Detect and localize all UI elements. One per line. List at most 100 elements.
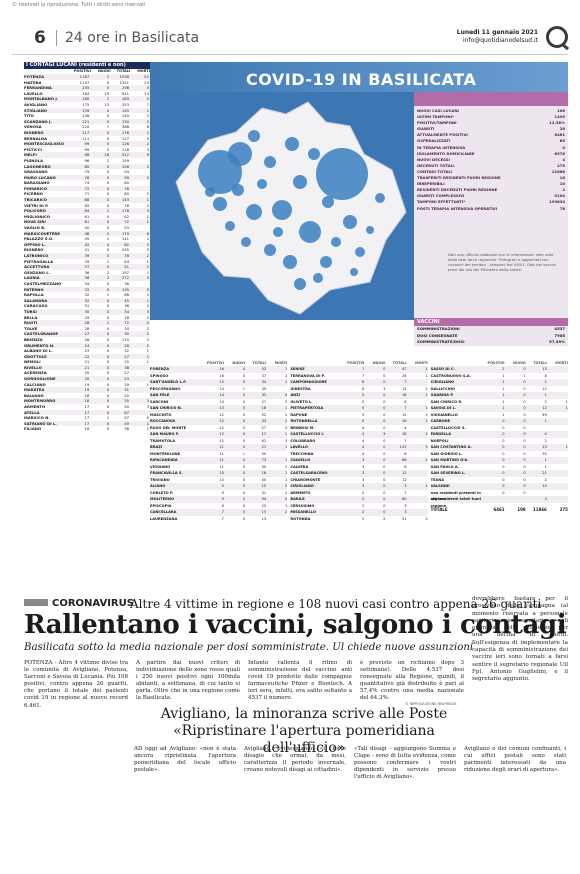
column-header: NUOVI (97, 69, 111, 73)
cell: 36 (84, 275, 90, 281)
cell: 1 (285, 477, 288, 482)
cell: 0 (383, 497, 386, 501)
cell: LAVELLO (290, 445, 308, 449)
cell: MASCHITO (150, 412, 172, 417)
cell: TERRANOVA DI P. (290, 373, 325, 378)
cell: 2 (106, 269, 110, 275)
cell: 22 (84, 353, 90, 359)
cell: 0 (242, 516, 246, 521)
cell: MORTI (555, 361, 568, 365)
column-header: POSITIVI (73, 69, 91, 73)
table-row: MONTALBANO J. 180 2 189 5 (24, 96, 150, 102)
map-bubble (294, 278, 306, 290)
covid-banner (150, 62, 568, 92)
table-row: BRIENZA 26 0 115 2 (24, 337, 150, 343)
cell: 45 (124, 297, 130, 303)
cell: 3 (146, 404, 149, 410)
cell: 4 (361, 438, 365, 443)
table-row: MARSICO N. 17 1 57 5 (24, 415, 150, 421)
table-row: TRIVIGNO 10 0 40 1 (150, 477, 287, 484)
table-row: BRAZI 11 0 21 1 (150, 444, 288, 451)
cell: 36 (84, 269, 90, 275)
cell: 3 (146, 146, 149, 152)
cell: 275 (559, 506, 568, 512)
cell: POLICORO (24, 208, 47, 214)
cell: IRREPERIBILI (417, 181, 445, 187)
cell: 0 (502, 471, 505, 475)
cell: 78 (559, 205, 565, 211)
cell: 0 (242, 484, 246, 488)
cell: 3 (361, 471, 365, 475)
cell: PATERNO (24, 286, 44, 292)
cell: CONTAGI TOTALI (417, 168, 453, 174)
cell: 0 (242, 367, 246, 371)
table-row: VAGLIO B. 50 0 53 (24, 225, 150, 231)
cell: 2 (285, 399, 288, 404)
cell: 0 (502, 477, 505, 482)
cell: 60 (401, 497, 407, 501)
cell: MARSICOVETERE (24, 230, 60, 236)
cell: TRICARICO (24, 197, 48, 203)
cell: 5 (361, 412, 365, 417)
map-bubble (213, 197, 227, 211)
article-col-1: POTENZA - Altre 4 vittime divise tra le … (24, 660, 128, 709)
cell: 5 (242, 399, 246, 404)
table-row: POLICORO 64 1 178 3 (24, 208, 150, 214)
cell: 18 (261, 406, 267, 410)
cell: RESIDENTI DECEDUTI FUORI REGIONE (417, 187, 498, 193)
table-row: ACERENZA 20 0 27 (24, 370, 150, 376)
table-row: ALBANO DI L. 23 0 32 1 (24, 348, 150, 354)
map-bubble (308, 148, 320, 160)
cell: 0 (106, 308, 110, 314)
table-row: BRINDISI M. 4 0 4 (290, 425, 427, 432)
cell: 1 (544, 380, 547, 384)
cell: 28 (84, 320, 90, 326)
table-row: COLOBRARO 4 0 7 (290, 438, 427, 445)
sub-article-col: Avigliano, evidenziando «il forte disagi… (244, 746, 346, 774)
cell: 136 (82, 113, 90, 119)
cell: 99 (124, 174, 130, 180)
cell: 1 (285, 445, 288, 449)
table-row: GENZANO L. 36 2 197 1 (24, 270, 150, 276)
cell: CASTELSARACENO (290, 471, 328, 475)
cell: NOVA SIRI (24, 219, 46, 225)
cell: 0 (106, 197, 110, 203)
table-row: NOEPOLI 0 0 2 (431, 438, 568, 445)
cell: 3 (544, 497, 547, 501)
cell: 0 (106, 325, 110, 331)
cell: 6 (361, 386, 365, 391)
cell: CIRIGLIANO (430, 380, 455, 384)
cell: 0 (383, 412, 386, 417)
cell: MONTALBANO J. (24, 96, 59, 102)
article-kicker-sub: Altre 4 vittime in regione e 108 nuovi c… (130, 597, 542, 611)
town-table-column: POSITIVI NUOVI TOTALI MORTI FORENZA 16 0 52 1 SPI… (150, 361, 288, 589)
stat-row: POSITIVI/TAMPONI 12,38% (414, 120, 568, 126)
cell: 1 (146, 420, 149, 426)
town-table-column: POSITIVI NUOVI TOTALI MORTI SASSO DI C. 2 0 13 C… (430, 361, 568, 589)
cell: 0 (106, 118, 110, 124)
cell: 25 (124, 359, 130, 365)
cell: ACCETTURA (24, 264, 50, 270)
cell: 1 (146, 297, 149, 303)
cell: 1 (502, 373, 505, 378)
table-row: altri residenti totali fuori regione 3 (430, 496, 568, 508)
cell: 0 (106, 191, 110, 197)
cell: 1 (285, 471, 288, 475)
newspaper-logo-icon (546, 26, 568, 48)
table-row: VIGGIANELLO 1 0 49 (431, 412, 568, 419)
cell: 98 (84, 152, 90, 158)
cell: 5104 (554, 193, 565, 199)
cell: 512 (121, 152, 130, 158)
stat-row: POSTI TERAPIA INTENSIVA OPERATIVI 78 (414, 206, 568, 212)
sub-article-col: AD oggi ad Avigliano: «non è stata ancor… (134, 746, 236, 774)
kicker-text: CORONAVIRUS (52, 598, 134, 609)
cell: 9 (221, 497, 224, 501)
cell: 12 (401, 471, 407, 475)
cell: 0 (383, 451, 386, 456)
cell: 28 (84, 325, 90, 331)
cell: ARMENTO (290, 490, 311, 495)
cell: 24 (84, 342, 90, 348)
cell: PIETRAPERTOSA (290, 406, 324, 410)
stat-row: DECEDUTI TOTALI 275 (414, 163, 568, 169)
table-row: RIONERO 41 0 255 5 (24, 247, 150, 253)
